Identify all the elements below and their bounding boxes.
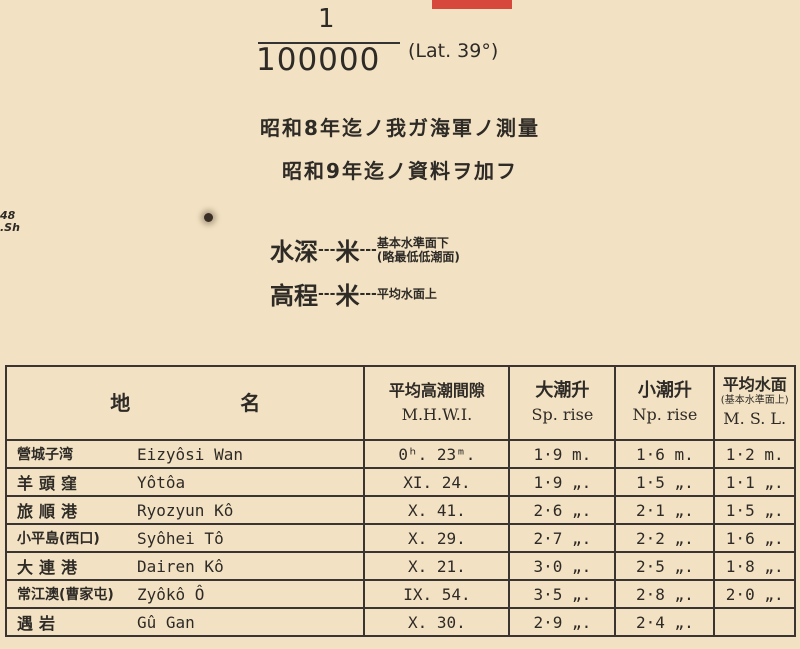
- place-name-jp: 大連港: [5, 551, 137, 581]
- place-name-romaji: Ryozyun Kô: [137, 495, 366, 525]
- tide-table: 地名 平均高潮間隙 M.H.W.I. 大潮升 Sp. rise 小潮升 Np. ris…: [4, 365, 796, 637]
- scale-numerator: 1: [318, 4, 335, 34]
- place-name-jp: 常江澳(曹家屯): [5, 579, 137, 609]
- legend-height-label: 高程: [270, 282, 318, 310]
- header-np-jp: 小潮升: [637, 380, 692, 401]
- legend-depth-ref: 基本水準面下 (略最低低潮面): [377, 236, 460, 264]
- place-name-jp: 營城子湾: [5, 439, 137, 469]
- place-name-romaji: Zyôkô Ô: [137, 579, 366, 609]
- scale-denominator: 100000: [256, 42, 381, 78]
- legend-depth: 水深 --- 米 --- 基本水準面下 (略最低低潮面): [270, 232, 460, 267]
- place-name-jp: 旅順港: [5, 495, 137, 525]
- header-sp-rise: 大潮升 Sp. rise: [508, 365, 617, 441]
- np-rise-cell: 1·5 „.: [614, 467, 716, 497]
- msl-cell: 1·2 m.: [713, 439, 796, 469]
- mhwi-cell: X. 29.: [363, 523, 511, 553]
- legend-height: 高程 --- 米 --- 平均水面上: [270, 276, 437, 311]
- place-name-jp: 小平島(西口): [5, 523, 137, 553]
- table-row: 旅順港 Ryozyun Kô X. 41. 2·6 „. 2·1 „. 1·5 „.: [5, 495, 796, 525]
- mhwi-cell: XI. 24.: [363, 467, 511, 497]
- header-place-1: 地: [110, 391, 131, 415]
- sp-rise-cell: 2·7 „.: [508, 523, 617, 553]
- msl-cell: 2·0 „.: [713, 579, 796, 609]
- place-name-jp: 遇岩: [5, 607, 137, 637]
- legend-dash: ---: [359, 285, 377, 302]
- legend-depth-ref-1: 基本水準面下: [376, 235, 449, 250]
- legend-dash: ---: [359, 241, 377, 258]
- table-row: 小平島(西口) Syôhei Tô X. 29. 2·7 „. 2·2 „. 1·6 „.: [5, 523, 796, 553]
- ink-spot: [204, 213, 213, 222]
- header-mhwi-jp: 平均高潮間隙: [388, 381, 485, 400]
- legend-depth-ref-2: (略最低低潮面): [376, 249, 460, 264]
- sp-rise-cell: 2·6 „.: [508, 495, 617, 525]
- table-row: 常江澳(曹家屯) Zyôkô Ô IX. 54. 3·5 „. 2·8 „. 2·0 „.: [5, 579, 796, 609]
- table-row: 羊頭窪 Yôtôa XI. 24. 1·9 „. 1·5 „. 1·1 „.: [5, 467, 796, 497]
- header-sp-en: Sp. rise: [531, 405, 594, 424]
- header-np-en: Np. rise: [632, 405, 698, 424]
- red-map-feature: [432, 0, 512, 9]
- survey-note-1: 昭和8年迄ノ我ガ海軍ノ測量: [260, 116, 540, 140]
- place-name-romaji: Gû Gan: [137, 607, 366, 637]
- header-sp-jp: 大潮升: [535, 380, 590, 401]
- edge-label-number: 48: [0, 209, 16, 222]
- place-name-romaji: Eizyôsi Wan: [137, 439, 366, 469]
- header-place-2: 名: [240, 391, 261, 415]
- place-name-romaji: Yôtôa: [137, 467, 366, 497]
- mhwi-cell: X. 41.: [363, 495, 511, 525]
- np-rise-cell: 2·8 „.: [614, 579, 716, 609]
- scale-fraction-bar: [258, 42, 400, 44]
- edge-label-text: .Sh: [0, 221, 20, 234]
- msl-cell: 1·8 „.: [713, 551, 796, 581]
- table-row: 大連港 Dairen Kô X. 21. 3·0 „. 2·5 „. 1·8 „.: [5, 551, 796, 581]
- legend-depth-label: 水深: [270, 238, 318, 266]
- header-msl-en: M. S. L.: [723, 409, 787, 428]
- msl-cell: 1·6 „.: [713, 523, 796, 553]
- header-msl-jp: 平均水面: [722, 375, 787, 394]
- np-rise-cell: 1·6 m.: [614, 439, 716, 469]
- legend-dash: ---: [318, 241, 336, 258]
- edge-label: 48 .Sh: [0, 210, 20, 234]
- sp-rise-cell: 2·9 „.: [508, 607, 617, 637]
- msl-cell: 1·1 „.: [713, 467, 796, 497]
- legend-height-ref: 平均水面上: [376, 286, 437, 301]
- table-row: 營城子湾 Eizyôsi Wan 0ʰ. 23ᵐ. 1·9 m. 1·6 m. 1·2 m…: [5, 439, 796, 469]
- header-msl: 平均水面 (基本水準面上) M. S. L.: [713, 365, 796, 441]
- survey-note-2: 昭和9年迄ノ資料ヲ加フ: [282, 159, 518, 183]
- mhwi-cell: IX. 54.: [363, 579, 511, 609]
- sp-rise-cell: 1·9 m.: [508, 439, 617, 469]
- np-rise-cell: 2·1 „.: [614, 495, 716, 525]
- mhwi-cell: X. 21.: [363, 551, 511, 581]
- header-msl-sub: (基本水準面上): [720, 395, 789, 406]
- mhwi-cell: X. 30.: [363, 607, 511, 637]
- table-row: 遇岩 Gû Gan X. 30. 2·9 „. 2·4 „.: [5, 607, 796, 637]
- legend-depth-unit: 米: [335, 238, 360, 266]
- mhwi-cell: 0ʰ. 23ᵐ.: [363, 439, 511, 469]
- scale-latitude: (Lat. 39°): [408, 40, 499, 62]
- tide-table-header: 地名 平均高潮間隙 M.H.W.I. 大潮升 Sp. rise 小潮升 Np. ris…: [4, 365, 796, 441]
- msl-cell: 1·5 „.: [713, 495, 796, 525]
- legend-height-unit: 米: [335, 282, 360, 310]
- place-name-jp: 羊頭窪: [5, 467, 137, 497]
- sp-rise-cell: 3·0 „.: [508, 551, 617, 581]
- msl-cell: [713, 607, 796, 637]
- header-mhwi-en: M.H.W.I.: [401, 405, 473, 424]
- np-rise-cell: 2·2 „.: [614, 523, 716, 553]
- place-name-romaji: Dairen Kô: [137, 551, 366, 581]
- place-name-romaji: Syôhei Tô: [137, 523, 366, 553]
- np-rise-cell: 2·4 „.: [614, 607, 716, 637]
- header-place: 地名: [4, 365, 366, 441]
- sp-rise-cell: 3·5 „.: [508, 579, 617, 609]
- header-np-rise: 小潮升 Np. rise: [614, 365, 716, 441]
- header-mhwi: 平均高潮間隙 M.H.W.I.: [363, 365, 511, 441]
- legend-dash: ---: [318, 285, 336, 302]
- np-rise-cell: 2·5 „.: [614, 551, 716, 581]
- sp-rise-cell: 1·9 „.: [508, 467, 617, 497]
